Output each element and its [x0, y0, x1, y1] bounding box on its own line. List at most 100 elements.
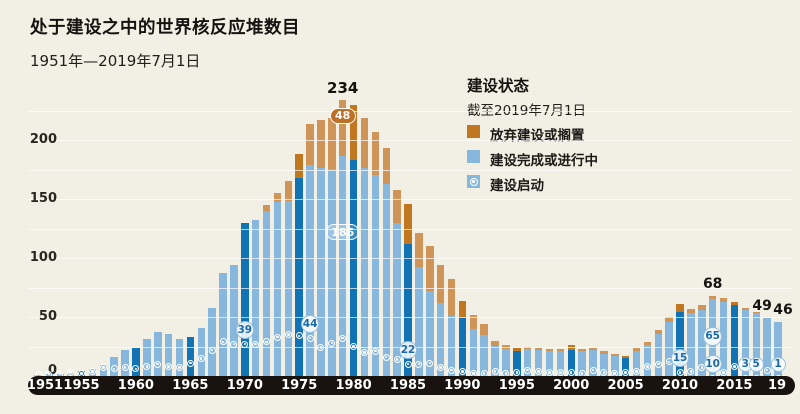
x-axis-band [28, 376, 795, 395]
construction-start-marker [546, 369, 553, 376]
in-progress-segment [545, 351, 554, 376]
construction-start-marker [633, 367, 640, 375]
construction-start-marker [448, 366, 455, 374]
year-bar [197, 327, 205, 376]
construction-start-marker [415, 360, 423, 368]
gridline [28, 317, 792, 318]
y-axis-label: 100 [29, 250, 57, 265]
abandoned-segment [480, 324, 488, 335]
year-bar [284, 181, 292, 376]
year-bar [676, 304, 684, 376]
construction-start-marker [165, 363, 173, 371]
construction-start-marker [176, 364, 183, 372]
construction-start-marker [654, 360, 662, 368]
year-bar [632, 347, 641, 376]
gridline [28, 258, 792, 259]
gridline [28, 287, 792, 289]
construction-start-marker [132, 365, 140, 373]
in-progress-segment [513, 351, 521, 376]
abandoned-segment [676, 304, 684, 313]
in-progress-segment [611, 355, 619, 376]
x-axis-label: 2015 [716, 378, 753, 393]
legend-swatch-icon [467, 150, 480, 163]
abandoned-segment [600, 351, 608, 354]
x-axis-label: 1990 [444, 378, 481, 393]
in-progress-segment [698, 309, 706, 376]
in-progress-segment [371, 175, 380, 376]
gridline [28, 169, 792, 171]
in-progress-segment [752, 313, 760, 376]
year-bar [480, 324, 488, 376]
x-axis-label: 1965 [172, 378, 209, 393]
construction-start-marker [143, 363, 151, 371]
year-bar [523, 346, 532, 376]
construction-start-marker [763, 366, 771, 374]
in-progress-segment [774, 321, 782, 376]
year-bar [534, 347, 543, 376]
in-progress-segment [328, 169, 336, 376]
year-bar [371, 131, 380, 376]
in-progress-segment [578, 351, 586, 376]
x-axis-label: 2000 [553, 378, 590, 393]
in-progress-segment [154, 332, 162, 376]
gridline [28, 228, 792, 230]
in-progress-segment [687, 313, 695, 376]
year-bar [741, 307, 750, 376]
legend-title: 建设状态 [467, 77, 530, 95]
construction-start-marker [720, 369, 728, 376]
y-axis-label: 0 [47, 363, 57, 378]
in-progress-segment [360, 168, 369, 376]
abandoned-segment [360, 117, 369, 169]
year-bar [752, 312, 760, 376]
x-axis-label: 1985 [389, 378, 427, 393]
construction-start-marker [589, 366, 597, 374]
construction-start-marker [110, 365, 118, 373]
year-bar [317, 119, 325, 376]
x-axis-label: 2010 [661, 378, 699, 393]
construction-start-marker [393, 356, 401, 363]
construction-start-marker [99, 364, 107, 372]
in-progress-segment [447, 315, 456, 376]
value-label: 234 [327, 78, 359, 97]
in-progress-segment [426, 290, 434, 376]
in-progress-segment [534, 350, 543, 376]
abandoned-segment [643, 341, 652, 346]
construction-start-marker [382, 353, 390, 361]
abandoned-segment [545, 348, 554, 352]
year-bar [643, 341, 652, 376]
in-progress-segment [219, 273, 227, 376]
y-axis-label: 50 [38, 309, 57, 324]
year-bar [154, 332, 162, 376]
abandoned-segment [556, 348, 565, 352]
gridline [28, 110, 792, 112]
construction-start-marker [208, 346, 216, 354]
in-progress-segment [186, 337, 195, 376]
in-progress-segment [295, 177, 303, 376]
year-bar [589, 347, 597, 376]
year-bar [143, 339, 151, 376]
abandoned-segment [621, 355, 630, 359]
construction-start-marker [306, 334, 314, 342]
y-axis-label: 150 [29, 191, 57, 206]
in-progress-segment [349, 160, 358, 376]
x-axis-label: 1970 [226, 378, 263, 393]
year-bar [774, 321, 782, 376]
construction-start-marker [404, 360, 412, 368]
abandoned-segment [632, 347, 641, 352]
abandoned-segment [404, 203, 412, 244]
abandoned-segment [665, 317, 673, 322]
year-bar [567, 345, 575, 376]
abandoned-segment [426, 246, 434, 291]
in-progress-segment [230, 265, 238, 376]
construction-start-marker [730, 363, 738, 371]
abandoned-segment [578, 348, 586, 352]
construction-starts-circle: 1 [770, 356, 786, 372]
year-bar [241, 222, 249, 376]
abandoned-segment [436, 265, 445, 303]
in-progress-segment [382, 183, 390, 376]
in-progress-segment [164, 333, 173, 376]
abandoned-segment [730, 301, 739, 306]
abandoned-segment [698, 305, 706, 310]
